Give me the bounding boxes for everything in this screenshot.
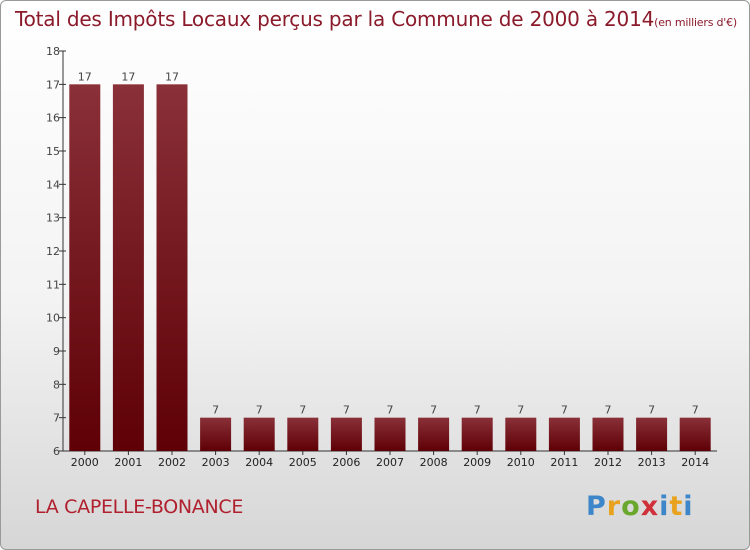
data-label: 7 [387,404,394,417]
bar [636,417,668,451]
y-tick-label: 16 [46,112,60,125]
bar [592,417,624,451]
data-label: 7 [561,404,568,417]
y-tick-label: 13 [46,212,60,225]
data-label: 7 [692,404,699,417]
bar [287,417,319,451]
logo-letter: i [683,491,694,522]
bar [418,417,450,451]
data-label: 7 [648,404,655,417]
x-tick-label: 2014 [681,456,709,469]
x-tick-label: 2004 [245,456,273,469]
data-label: 17 [121,70,135,83]
logo-letter: o [621,491,641,522]
x-tick-label: 2009 [463,456,491,469]
x-tick-label: 2005 [289,456,317,469]
y-tick-label: 8 [53,378,60,391]
x-tick-label: 2002 [158,456,186,469]
x-tick-label: 2010 [507,456,535,469]
logo-letter: r [606,491,622,522]
logo-letter: x [640,491,660,522]
data-label: 7 [474,404,481,417]
data-label: 7 [212,404,219,417]
y-tick-label: 18 [46,45,60,58]
x-tick-label: 2001 [114,456,142,469]
y-tick-label: 11 [46,278,60,291]
bar [69,84,101,451]
bar [461,417,493,451]
title-unit: (en milliers d'€) [654,16,738,29]
data-label: 17 [78,70,92,83]
bar [200,417,232,451]
x-tick-label: 2012 [594,456,622,469]
x-tick-label: 2011 [550,456,578,469]
x-tick-label: 2007 [376,456,404,469]
data-label: 7 [256,404,263,417]
y-tick-label: 10 [46,312,60,325]
data-label: 7 [605,404,612,417]
bar [156,84,188,451]
bar [112,84,144,451]
proxiti-logo: Proxiti [586,491,694,522]
commune-name: LA CAPELLE-BONANCE [35,496,244,518]
y-tick-label: 9 [53,345,60,358]
data-label: 7 [299,404,306,417]
x-tick-label: 2006 [332,456,360,469]
bar [505,417,537,451]
chart-title: Total des Impôts Locaux perçus par la Co… [14,7,738,31]
y-tick-label: 17 [46,78,60,91]
logo-letter: P [586,491,607,522]
y-tick-label: 7 [53,412,60,425]
data-label: 7 [343,404,350,417]
bar [374,417,406,451]
data-label: 7 [430,404,437,417]
logo-letter: i [659,491,670,522]
bar [679,417,711,451]
data-label: 7 [517,404,524,417]
x-tick-label: 2013 [638,456,666,469]
bar [243,417,275,451]
logo-letter: t [669,491,684,522]
x-tick-label: 2000 [71,456,99,469]
bar [548,417,580,451]
y-tick-label: 14 [46,178,60,191]
y-tick-label: 12 [46,245,60,258]
bar [330,417,362,451]
data-label: 17 [165,70,179,83]
y-tick-label: 6 [53,445,60,458]
x-tick-label: 2008 [420,456,448,469]
x-tick-label: 2003 [202,456,230,469]
y-tick-label: 15 [46,145,60,158]
